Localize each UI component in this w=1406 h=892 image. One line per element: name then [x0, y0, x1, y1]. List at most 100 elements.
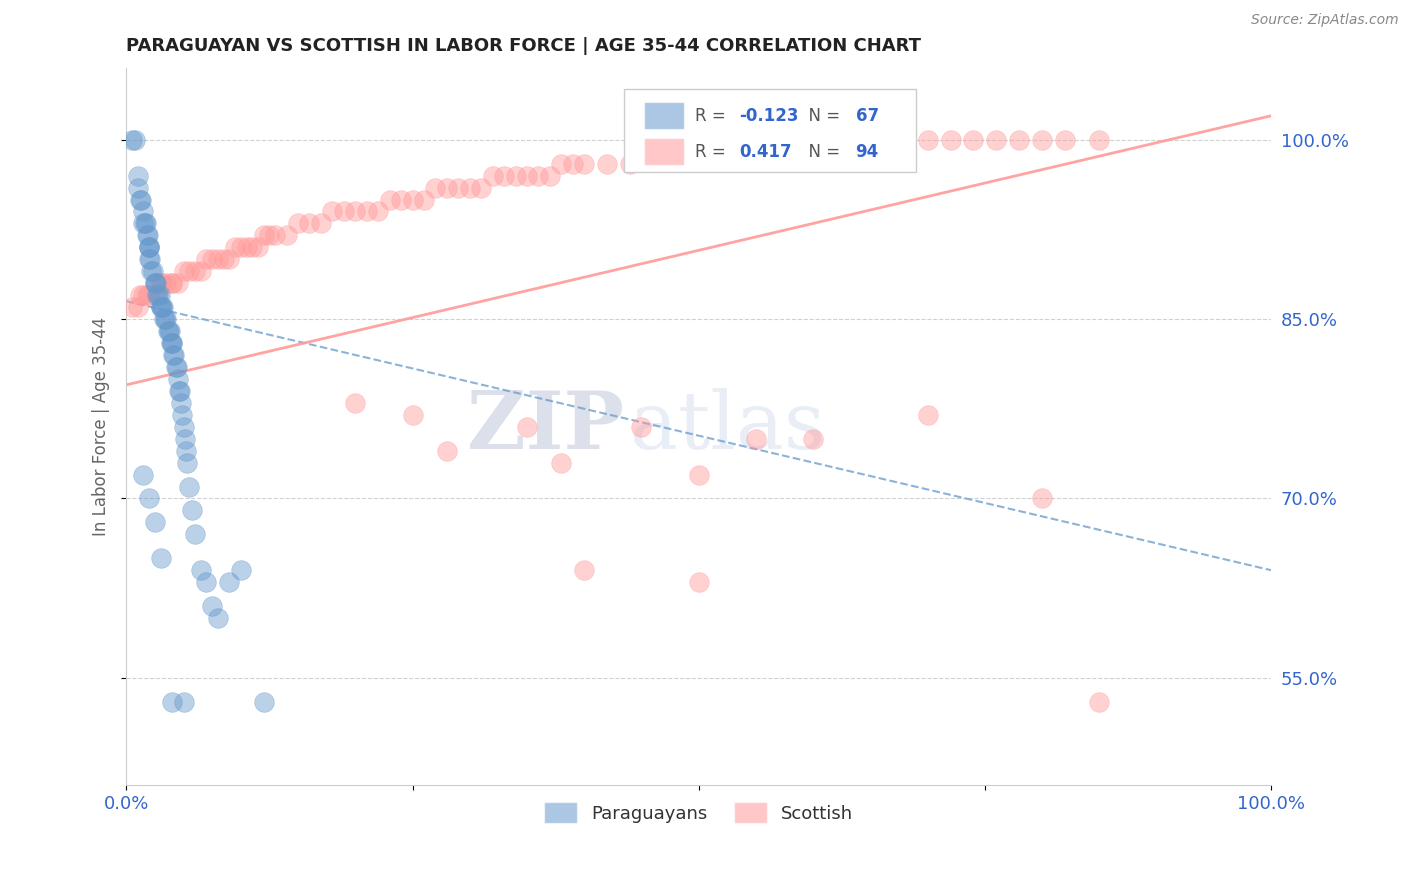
Point [344, 396, 367, 410]
Point [166, 359, 188, 374]
Point [630, 419, 652, 434]
Point [195, 252, 218, 267]
Point [389, 193, 412, 207]
Point [160, 336, 183, 351]
Point [138, 288, 160, 302]
Point [155, 312, 177, 326]
Point [665, 145, 688, 159]
Point [163, 348, 186, 362]
Point [779, 133, 801, 147]
Point [170, 396, 193, 410]
Point [527, 169, 550, 183]
Point [207, 611, 229, 625]
Point [470, 180, 492, 194]
Point [413, 193, 436, 207]
Point [201, 599, 224, 613]
Point [870, 133, 893, 147]
Point [190, 264, 212, 278]
Point [148, 288, 170, 302]
Point [917, 133, 939, 147]
Point [162, 348, 184, 362]
Point [148, 288, 170, 302]
Point [145, 277, 167, 291]
Point [287, 216, 309, 230]
Text: R =: R = [695, 143, 731, 161]
Point [179, 479, 201, 493]
Point [160, 336, 183, 351]
Point [129, 193, 152, 207]
Point [1008, 133, 1031, 147]
Point [378, 193, 401, 207]
Text: R =: R = [695, 107, 731, 125]
Point [155, 277, 177, 291]
Point [240, 240, 263, 254]
Text: ZIP: ZIP [467, 388, 624, 466]
Point [156, 324, 179, 338]
Point [135, 288, 157, 302]
Point [150, 300, 173, 314]
Point [596, 156, 619, 170]
Point [143, 277, 166, 291]
Point [173, 432, 195, 446]
Point [132, 204, 155, 219]
Point [309, 216, 332, 230]
Point [224, 240, 246, 254]
Text: 0.417: 0.417 [738, 143, 792, 161]
Point [143, 516, 166, 530]
Point [132, 288, 155, 302]
Point [894, 133, 917, 147]
Point [574, 156, 596, 170]
Point [688, 575, 710, 590]
Legend: Paraguayans, Scottish: Paraguayans, Scottish [537, 795, 860, 830]
Point [688, 145, 710, 159]
Point [745, 432, 768, 446]
Point [135, 216, 157, 230]
Point [825, 133, 848, 147]
Point [190, 563, 212, 577]
Point [176, 456, 198, 470]
Point [155, 312, 177, 326]
Point [1031, 491, 1053, 506]
Point [1088, 133, 1111, 147]
Point [516, 169, 538, 183]
Point [229, 240, 252, 254]
Point [127, 300, 149, 314]
Point [179, 264, 201, 278]
Point [229, 563, 252, 577]
Text: atlas: atlas [630, 388, 825, 466]
Point [917, 408, 939, 422]
Point [138, 252, 160, 267]
Point [505, 169, 527, 183]
Point [132, 467, 155, 482]
Point [1031, 133, 1053, 147]
Point [167, 384, 190, 398]
Point [174, 443, 197, 458]
Point [139, 252, 162, 267]
Point [160, 695, 183, 709]
Point [132, 216, 155, 230]
Point [1088, 695, 1111, 709]
Point [121, 133, 143, 147]
Point [550, 456, 572, 470]
Point [142, 264, 165, 278]
Point [149, 551, 172, 566]
Point [447, 180, 470, 194]
Point [986, 133, 1008, 147]
Point [458, 180, 481, 194]
Point [153, 312, 176, 326]
Point [143, 288, 166, 302]
Point [160, 277, 183, 291]
Point [201, 252, 224, 267]
Point [138, 240, 160, 254]
Point [481, 169, 503, 183]
Point [619, 156, 641, 170]
Point [124, 133, 146, 147]
Point [212, 252, 235, 267]
Point [166, 372, 188, 386]
Point [184, 264, 207, 278]
Point [129, 288, 152, 302]
Point [367, 204, 389, 219]
Point [149, 300, 172, 314]
Point [169, 384, 191, 398]
Bar [644, 138, 683, 166]
